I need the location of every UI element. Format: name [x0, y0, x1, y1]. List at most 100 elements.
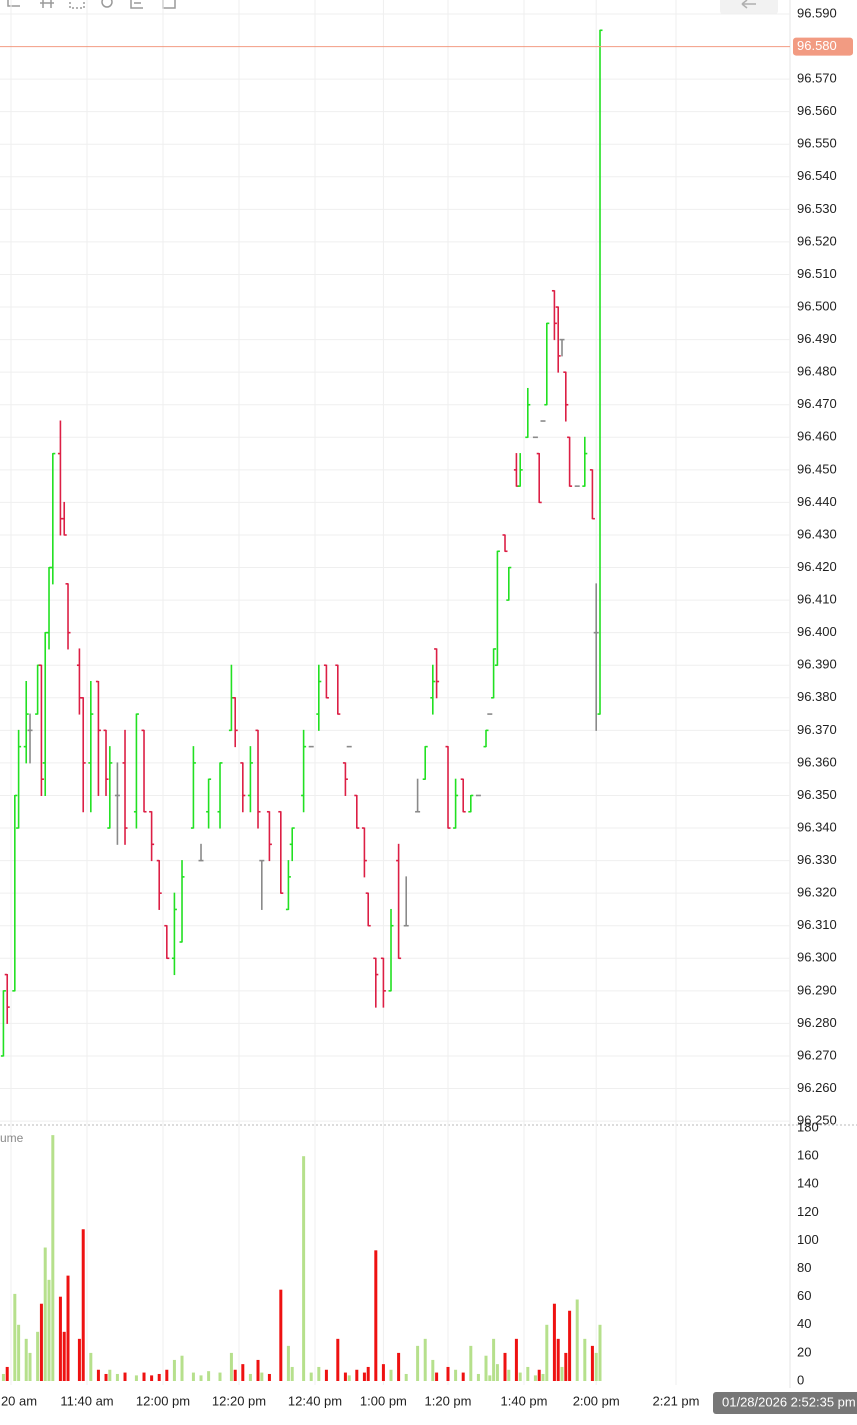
volume-bar [488, 1375, 492, 1381]
toolbar-icon[interactable] [101, 0, 113, 8]
crosshair-time-label: 01/28/2026 2:52:35 pm [722, 1394, 856, 1409]
volume-bar [389, 1369, 393, 1381]
volume-bar [66, 1275, 70, 1381]
y-tick-label: 96.340 [797, 819, 837, 834]
y-tick-label: 96.430 [797, 526, 837, 541]
volume-bar [324, 1369, 328, 1381]
volume-bar [461, 1372, 465, 1381]
back-arrow [741, 0, 756, 9]
y-tick-label: 96.250 [797, 1113, 837, 1128]
volume-bar [218, 1372, 222, 1381]
y-tick-label: 96.530 [797, 201, 837, 216]
volume-tick-label: 140 [797, 1176, 819, 1191]
crosshair-time-box [713, 1392, 857, 1414]
volume-bar [115, 1373, 119, 1381]
volume-bar [343, 1372, 347, 1381]
volume-title: ume [0, 1131, 24, 1145]
y-tick-label: 96.570 [797, 71, 837, 86]
y-tick-label: 96.400 [797, 624, 837, 639]
volume-bar [260, 1372, 264, 1381]
volume-bar [233, 1369, 237, 1381]
volume-bar [514, 1338, 518, 1381]
volume-bar [279, 1289, 283, 1381]
volume-bar [207, 1371, 211, 1381]
x-tick-label: 11:40 am [60, 1393, 113, 1408]
volume-bar [123, 1372, 127, 1381]
volume-bar [157, 1373, 161, 1381]
volume-tick-label: 0 [797, 1372, 804, 1387]
volume-bar [518, 1372, 522, 1381]
volume-bar [191, 1372, 195, 1381]
last-price-label: 96.580 [797, 38, 837, 53]
y-tick-label: 96.370 [797, 722, 837, 737]
y-tick-label: 96.410 [797, 592, 837, 607]
volume-bar [454, 1369, 458, 1381]
volume-bar [594, 1352, 598, 1381]
toolbar-icon[interactable] [130, 0, 143, 9]
last-price-box [793, 37, 853, 56]
volume-bar [199, 1375, 203, 1381]
volume-bar [484, 1355, 488, 1381]
volume-bar [397, 1352, 401, 1381]
y-tick-label: 96.450 [797, 461, 837, 476]
x-tick-label: 12:00 pm [136, 1393, 190, 1408]
x-tick-label: 1:00 pm [360, 1393, 407, 1408]
volume-bar [469, 1345, 473, 1381]
volume-bar [404, 1373, 408, 1381]
toolbar-icon[interactable] [40, 0, 54, 8]
volume-bar [248, 1373, 252, 1381]
volume-bar [302, 1156, 306, 1381]
back-button[interactable] [720, 0, 778, 14]
volume-bar [1, 1373, 5, 1381]
toolbar-icon[interactable] [69, 0, 85, 9]
volume-bar [526, 1366, 530, 1381]
y-tick-label: 96.590 [797, 5, 837, 20]
volume-bar [355, 1369, 359, 1381]
volume-bar [229, 1352, 233, 1381]
volume-bar [309, 1372, 313, 1381]
volume-bar [545, 1324, 549, 1381]
volume-tick-label: 80 [797, 1260, 811, 1275]
volume-bar [286, 1345, 290, 1381]
y-tick-label: 96.360 [797, 754, 837, 769]
volume-bar [267, 1373, 271, 1381]
y-tick-label: 96.470 [797, 396, 837, 411]
volume-bar [336, 1338, 340, 1381]
volume-bar [51, 1135, 55, 1381]
volume-tick-label: 160 [797, 1148, 819, 1163]
y-tick-label: 96.260 [797, 1080, 837, 1095]
volume-bar [62, 1331, 66, 1381]
volume-tick-label: 20 [797, 1344, 811, 1359]
volume-bar [108, 1369, 112, 1381]
volume-bar [5, 1366, 9, 1381]
volume-bar [552, 1303, 556, 1381]
volume-bar [568, 1310, 572, 1381]
volume-bar [89, 1352, 93, 1381]
y-tick-label: 96.560 [797, 103, 837, 118]
x-tick-label: 20 am [1, 1393, 37, 1408]
volume-bar [435, 1372, 439, 1381]
y-tick-label: 96.510 [797, 266, 837, 281]
volume-bar [28, 1352, 32, 1381]
y-tick-label: 96.460 [797, 429, 837, 444]
volume-bar [17, 1324, 21, 1381]
y-tick-label: 96.300 [797, 950, 837, 965]
toolbar-icon[interactable] [7, 0, 20, 7]
volume-bar [556, 1338, 560, 1381]
volume-bar [495, 1364, 499, 1381]
volume-bar [81, 1229, 85, 1381]
toolbar [7, 0, 778, 14]
y-tick-label: 96.310 [797, 917, 837, 932]
volume-bar [180, 1355, 184, 1381]
volume-tick-label: 60 [797, 1288, 811, 1303]
volume-tick-label: 120 [797, 1204, 819, 1219]
toolbar-icon[interactable] [162, 0, 176, 9]
volume-tick-label: 180 [797, 1120, 819, 1135]
labels-layer: 96.250 96.260 96.270 96.280 96.290 96.300 96.3… [1, 5, 857, 1414]
volume-bar [290, 1366, 294, 1381]
volume-bar [423, 1338, 427, 1381]
marks-layer [0, 29, 790, 1381]
volume-bar [47, 1279, 51, 1381]
